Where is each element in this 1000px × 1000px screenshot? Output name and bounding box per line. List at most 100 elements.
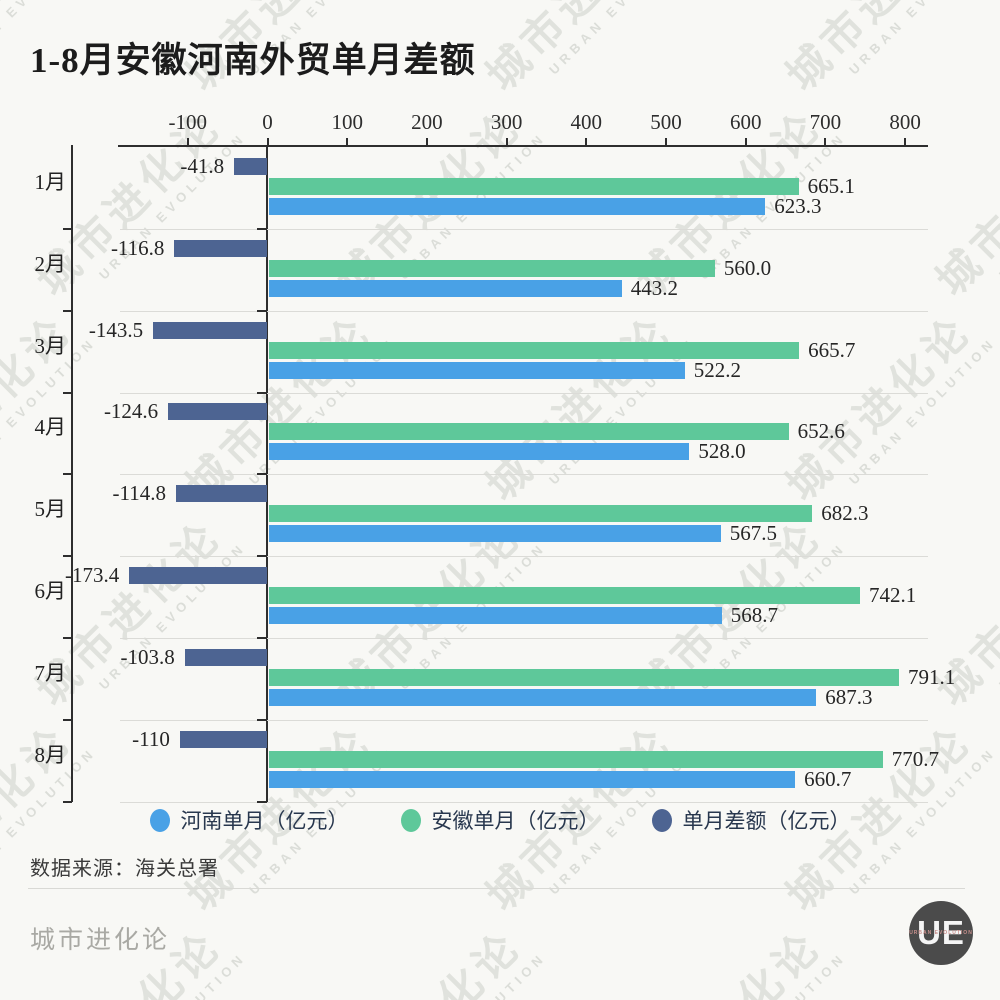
legend-label: 单月差额（亿元） (682, 810, 851, 833)
x-axis-tick-mark (665, 138, 667, 146)
group-separator-line (120, 310, 928, 312)
legend-item: 安徽单月（亿元） (400, 805, 600, 835)
x-axis-tick-label: -100 (168, 110, 208, 134)
bar-value-label: 652.6 (797, 419, 845, 444)
category-axis-tick (63, 309, 72, 312)
bar-安徽单月（亿元） (268, 587, 860, 604)
x-axis-tick-mark (505, 138, 508, 146)
x-axis-tick-mark (904, 138, 907, 146)
bar-value-label: 687.3 (825, 684, 873, 709)
legend-label: 河南单月（亿元） (180, 810, 349, 833)
x-axis-tick-label: 200 (411, 110, 443, 134)
bar-安徽单月（亿元） (268, 341, 800, 359)
bar-河南单月（亿元） (268, 279, 622, 297)
brand-name: 城市进化论 (30, 926, 171, 954)
bar-value-label: -173.4 (65, 563, 120, 587)
legend-label: 安徽单月（亿元） (431, 810, 600, 833)
bar-value-label: 665.1 (807, 174, 855, 198)
month-label: 1月 (34, 170, 67, 194)
page-title: 1-8月安徽河南外贸单月差额 (30, 41, 476, 80)
zero-line-tick (257, 228, 267, 230)
category-axis-tick (63, 718, 72, 721)
ue-logo: UE URBAN EVOLUTION (909, 901, 973, 965)
category-axis-tick (63, 555, 72, 558)
x-axis-tick-mark (585, 138, 588, 146)
chart-legend: 河南单月（亿元） 安徽单月（亿元） 单月差额（亿元） (0, 803, 1000, 837)
group-separator-line (120, 474, 928, 476)
group-separator-line (120, 719, 928, 721)
month-label: 2月 (34, 251, 67, 276)
bar-河南单月（亿元） (268, 607, 722, 624)
category-axis-tick (63, 637, 72, 639)
month-label: 4月 (34, 415, 67, 440)
x-axis-tick-mark (824, 138, 827, 146)
x-axis-tick-label: 400 (570, 110, 603, 134)
bar-单月差额（亿元） (129, 567, 268, 584)
bar-value-label: -103.8 (120, 644, 175, 669)
group-separator-line (120, 638, 928, 639)
legend-marker-icon (400, 808, 421, 832)
bar-value-label: 443.2 (630, 275, 678, 300)
bar-value-label: 791.1 (908, 664, 956, 689)
x-axis-tick-label: 600 (729, 110, 762, 134)
x-axis-line (118, 145, 928, 147)
bar-value-label: -124.6 (103, 399, 159, 424)
x-axis-tick-mark (425, 138, 428, 146)
ue-logo-subtext: URBAN EVOLUTION (909, 930, 973, 936)
bar-安徽单月（亿元） (268, 505, 813, 523)
bar-安徽单月（亿元） (268, 750, 883, 768)
bar-河南单月（亿元） (268, 443, 690, 461)
bar-安徽单月（亿元） (268, 178, 799, 195)
bar-value-label: 660.7 (804, 766, 852, 791)
legend-marker-icon (651, 808, 672, 832)
bar-河南单月（亿元） (268, 525, 721, 543)
zero-line-tick (257, 309, 267, 312)
x-axis-tick-label: 0 (262, 110, 273, 134)
zero-baseline (266, 145, 268, 802)
group-separator-line (120, 801, 928, 803)
x-axis-tick-mark (744, 138, 747, 146)
x-axis-tick-label: 500 (650, 110, 682, 134)
data-source-note: 数据来源：海关总署 (30, 858, 219, 880)
bar-安徽单月（亿元） (268, 668, 899, 686)
category-axis-tick (63, 228, 72, 230)
x-axis-tick-label: 100 (331, 110, 363, 134)
bar-安徽单月（亿元） (268, 423, 789, 441)
month-label: 5月 (34, 497, 67, 522)
bar-value-label: 665.7 (808, 337, 856, 362)
x-axis-tick-label: 700 (809, 110, 842, 134)
group-separator-line (120, 556, 928, 558)
zero-line-tick (257, 391, 267, 394)
bar-单月差额（亿元） (184, 648, 268, 666)
bar-单月差额（亿元） (234, 158, 268, 175)
bar-value-label: 522.2 (693, 357, 741, 382)
ue-logo-text: UE (917, 914, 965, 951)
zero-line-tick (257, 718, 267, 721)
legend-item: 单月差额（亿元） (651, 805, 851, 835)
bar-value-label: 528.0 (698, 439, 746, 464)
bar-value-label: -110 (132, 726, 170, 751)
x-axis-tick-mark (346, 138, 349, 146)
bar-value-label: -143.5 (88, 317, 144, 342)
x-axis-tick-mark (266, 138, 269, 146)
zero-line-tick (257, 637, 267, 639)
group-separator-line (120, 229, 928, 230)
bar-value-label: -114.8 (112, 481, 166, 506)
group-separator-line (120, 392, 928, 394)
month-label: 7月 (34, 660, 67, 685)
bar-value-label: 742.1 (868, 583, 917, 607)
bar-value-label: -41.8 (180, 154, 225, 178)
bar-河南单月（亿元） (268, 688, 817, 706)
bar-单月差额（亿元） (174, 239, 268, 257)
bar-value-label: 770.7 (891, 746, 939, 771)
category-axis-line (71, 145, 73, 802)
bar-value-label: 623.3 (774, 194, 822, 218)
bar-单月差额（亿元） (168, 403, 268, 421)
bar-value-label: 560.0 (723, 255, 772, 280)
month-label: 6月 (34, 579, 67, 603)
x-axis-tick-label: 300 (490, 110, 523, 134)
category-axis-tick (63, 473, 72, 476)
category-axis-tick (63, 391, 72, 394)
month-label: 8月 (34, 742, 67, 767)
